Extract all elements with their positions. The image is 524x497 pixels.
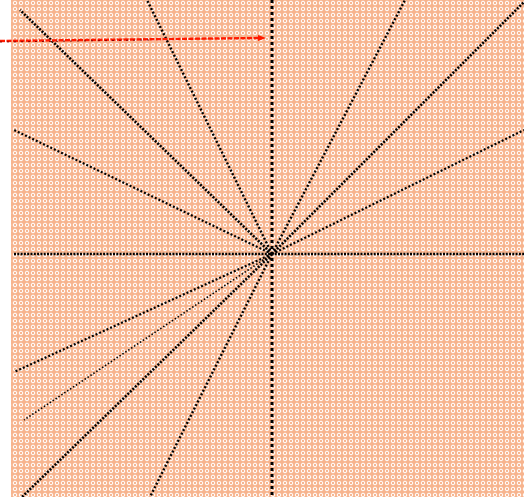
ray-lower-left-diagonal <box>21 253 273 497</box>
red-pointer[interactable] <box>0 35 266 43</box>
ray-lower-left-steep <box>148 253 274 497</box>
ray-right-shallow-up <box>271 129 524 255</box>
ray-lower-left-faint <box>23 253 273 421</box>
pointer-line <box>0 36 259 43</box>
ray-upper-left-diagonal <box>19 9 273 255</box>
ray-left-shallow-down <box>13 252 273 374</box>
arrow-head-icon <box>258 35 266 41</box>
left-margin <box>0 0 11 497</box>
ray-upper-left-steep <box>145 0 274 255</box>
ray-group <box>13 0 524 497</box>
